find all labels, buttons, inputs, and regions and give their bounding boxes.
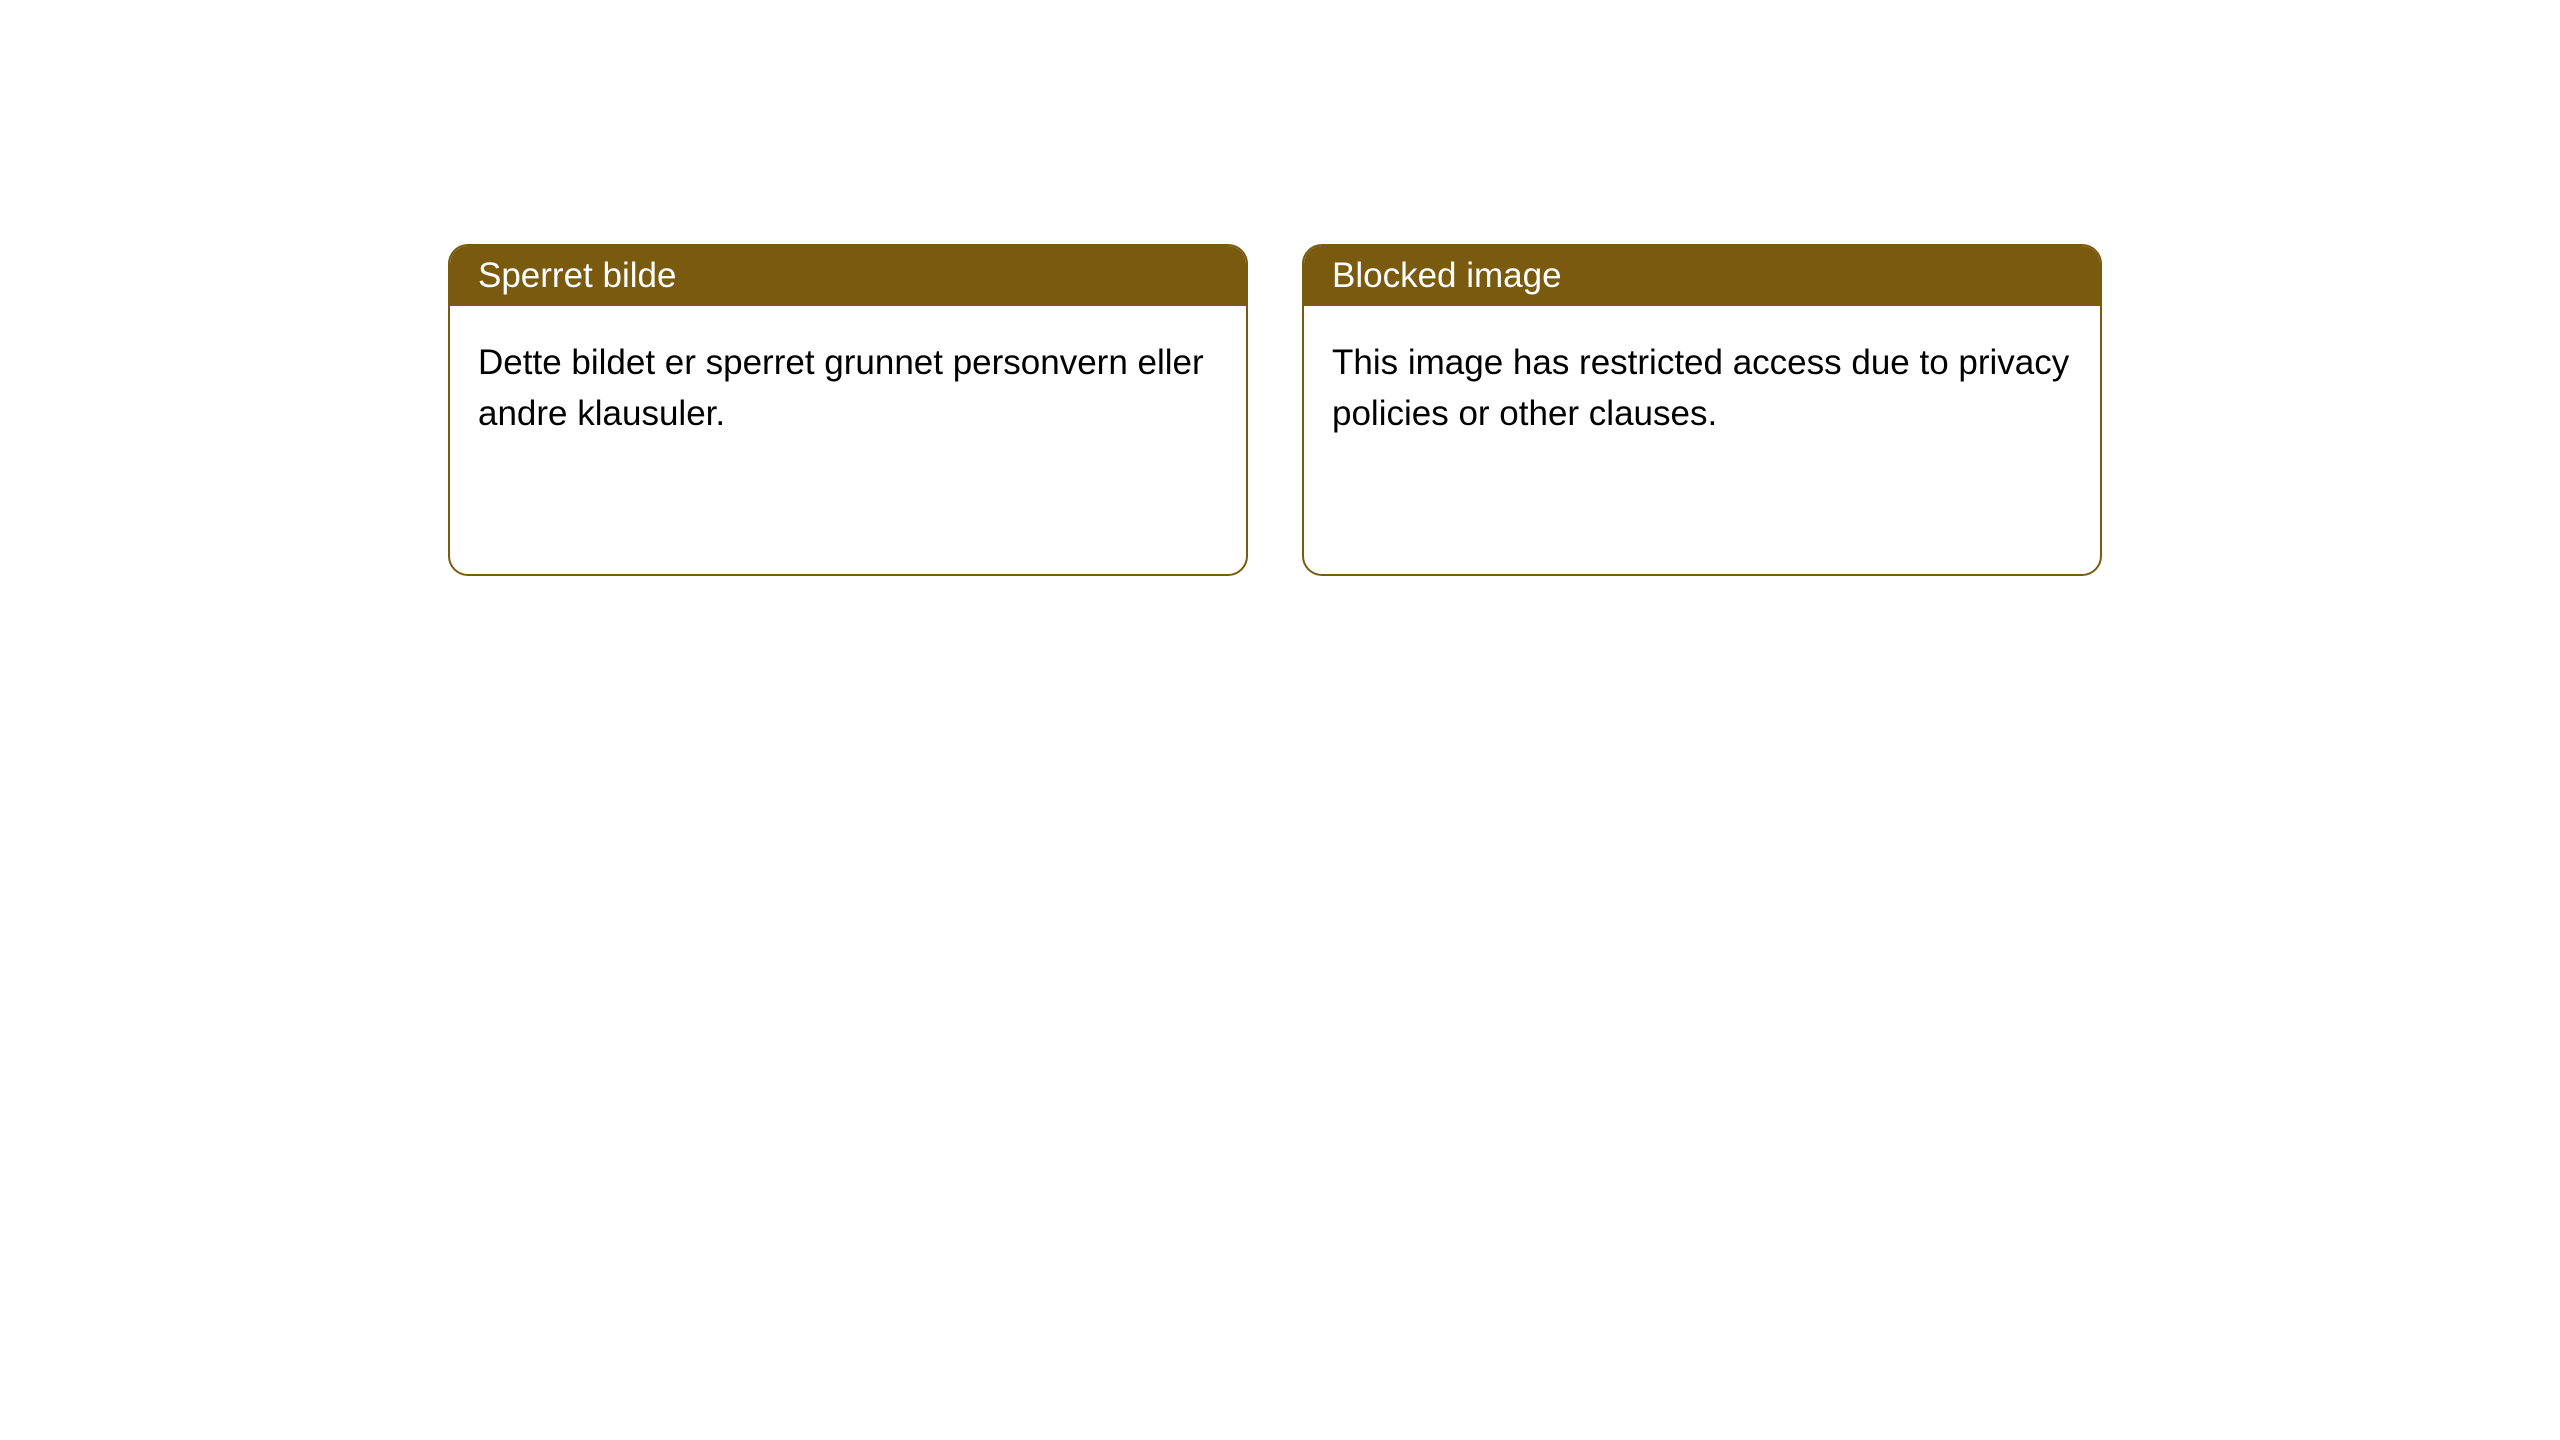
notice-header: Sperret bilde <box>450 246 1246 306</box>
notice-card-english: Blocked image This image has restricted … <box>1302 244 2102 576</box>
notice-body: This image has restricted access due to … <box>1304 306 2100 472</box>
notice-container: Sperret bilde Dette bildet er sperret gr… <box>0 0 2560 576</box>
notice-title: Blocked image <box>1332 256 1562 295</box>
notice-card-norwegian: Sperret bilde Dette bildet er sperret gr… <box>448 244 1248 576</box>
notice-title: Sperret bilde <box>478 256 676 295</box>
notice-body: Dette bildet er sperret grunnet personve… <box>450 306 1246 472</box>
notice-body-text: Dette bildet er sperret grunnet personve… <box>478 343 1204 433</box>
notice-header: Blocked image <box>1304 246 2100 306</box>
notice-body-text: This image has restricted access due to … <box>1332 343 2069 433</box>
